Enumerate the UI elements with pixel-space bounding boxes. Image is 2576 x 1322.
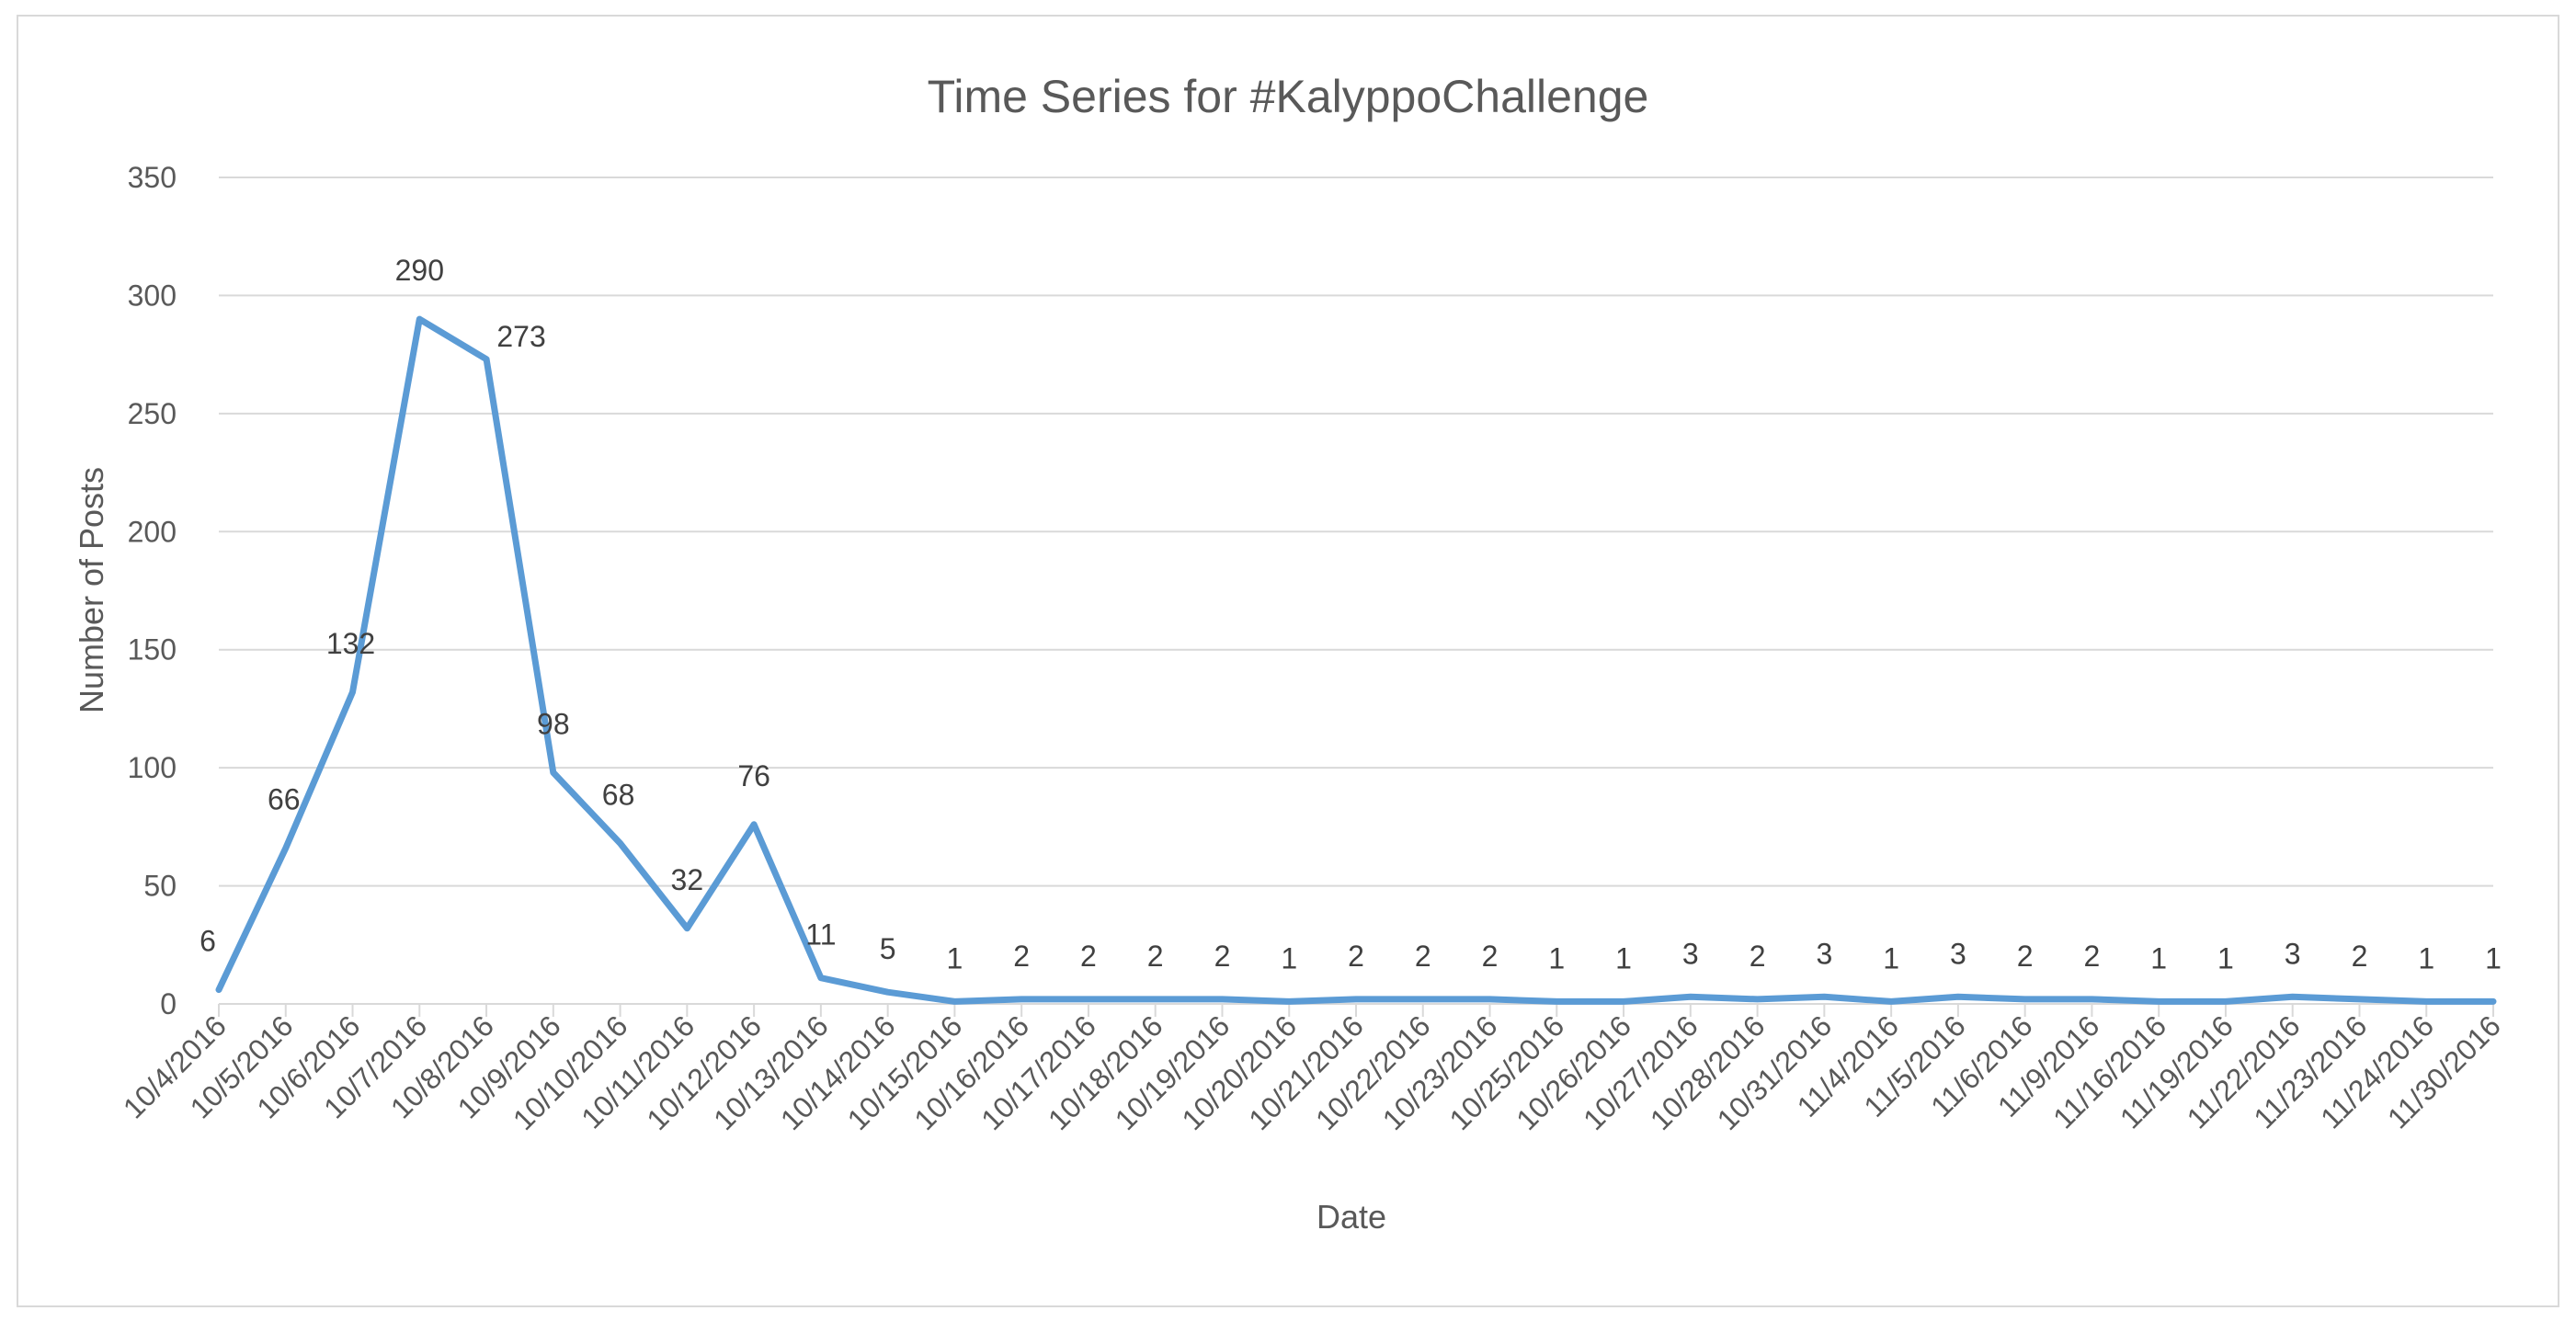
data-label: 2 bbox=[1348, 940, 1364, 973]
data-label: 32 bbox=[671, 863, 704, 896]
y-axis-title: Number of Posts bbox=[73, 467, 110, 713]
data-label: 2 bbox=[1214, 940, 1231, 973]
data-label: 132 bbox=[326, 627, 375, 660]
series-layer bbox=[215, 315, 2497, 1005]
data-label: 1 bbox=[1615, 941, 1632, 974]
data-label: 1 bbox=[1548, 941, 1565, 974]
data-label: 3 bbox=[1950, 937, 1966, 970]
x-axis bbox=[218, 1003, 2494, 1017]
data-label: 3 bbox=[2285, 937, 2301, 970]
x-axis-title: Date bbox=[1316, 1198, 1386, 1236]
data-label: 98 bbox=[537, 707, 570, 740]
chart-title: Time Series for #KalyppoChallenge bbox=[928, 71, 1649, 122]
data-label: 1 bbox=[2418, 941, 2434, 974]
data-label: 1 bbox=[2217, 941, 2234, 974]
data-label: 2 bbox=[1415, 940, 1431, 973]
data-label: 11 bbox=[805, 918, 836, 952]
y-tick-label: 150 bbox=[128, 633, 177, 667]
data-label: 2 bbox=[1080, 940, 1097, 973]
data-label: 290 bbox=[395, 254, 444, 287]
y-tick-label: 250 bbox=[128, 397, 177, 430]
data-label: 1 bbox=[1883, 941, 1899, 974]
data-label: 2 bbox=[1147, 940, 1164, 973]
gridlines bbox=[219, 177, 2493, 887]
y-tick-label: 200 bbox=[128, 515, 177, 548]
y-tick-label: 100 bbox=[128, 751, 177, 784]
data-label: 2 bbox=[1013, 940, 1030, 973]
data-label: 2 bbox=[2084, 940, 2101, 973]
y-tick-label: 0 bbox=[160, 987, 177, 1020]
series-line bbox=[215, 315, 2497, 1005]
data-label: 2 bbox=[2352, 940, 2368, 973]
x-axis-ticks: 10/4/201610/5/201610/6/201610/7/201610/8… bbox=[117, 1009, 2507, 1136]
data-label: 76 bbox=[737, 759, 770, 792]
y-axis-ticks: 0 50 100 150 200 250 300 350 bbox=[128, 161, 177, 1020]
y-tick-label: 350 bbox=[128, 161, 177, 194]
y-tick-label: 50 bbox=[143, 870, 177, 903]
data-label: 68 bbox=[602, 778, 635, 811]
data-label: 273 bbox=[496, 320, 545, 353]
data-label: 66 bbox=[268, 782, 301, 815]
y-tick-label: 300 bbox=[128, 279, 177, 312]
data-label: 3 bbox=[1816, 937, 1832, 970]
data-label: 1 bbox=[2150, 941, 2167, 974]
data-label: 1 bbox=[947, 941, 963, 974]
data-label: 1 bbox=[2485, 941, 2502, 974]
data-label: 6 bbox=[199, 925, 216, 958]
data-label: 2 bbox=[1482, 940, 1499, 973]
data-label: 3 bbox=[1682, 937, 1699, 970]
data-label: 5 bbox=[880, 932, 896, 965]
data-label: 2 bbox=[2017, 940, 2034, 973]
chart-frame bbox=[17, 15, 2559, 1307]
data-label: 1 bbox=[1281, 941, 1297, 974]
data-label: 2 bbox=[1750, 940, 1766, 973]
